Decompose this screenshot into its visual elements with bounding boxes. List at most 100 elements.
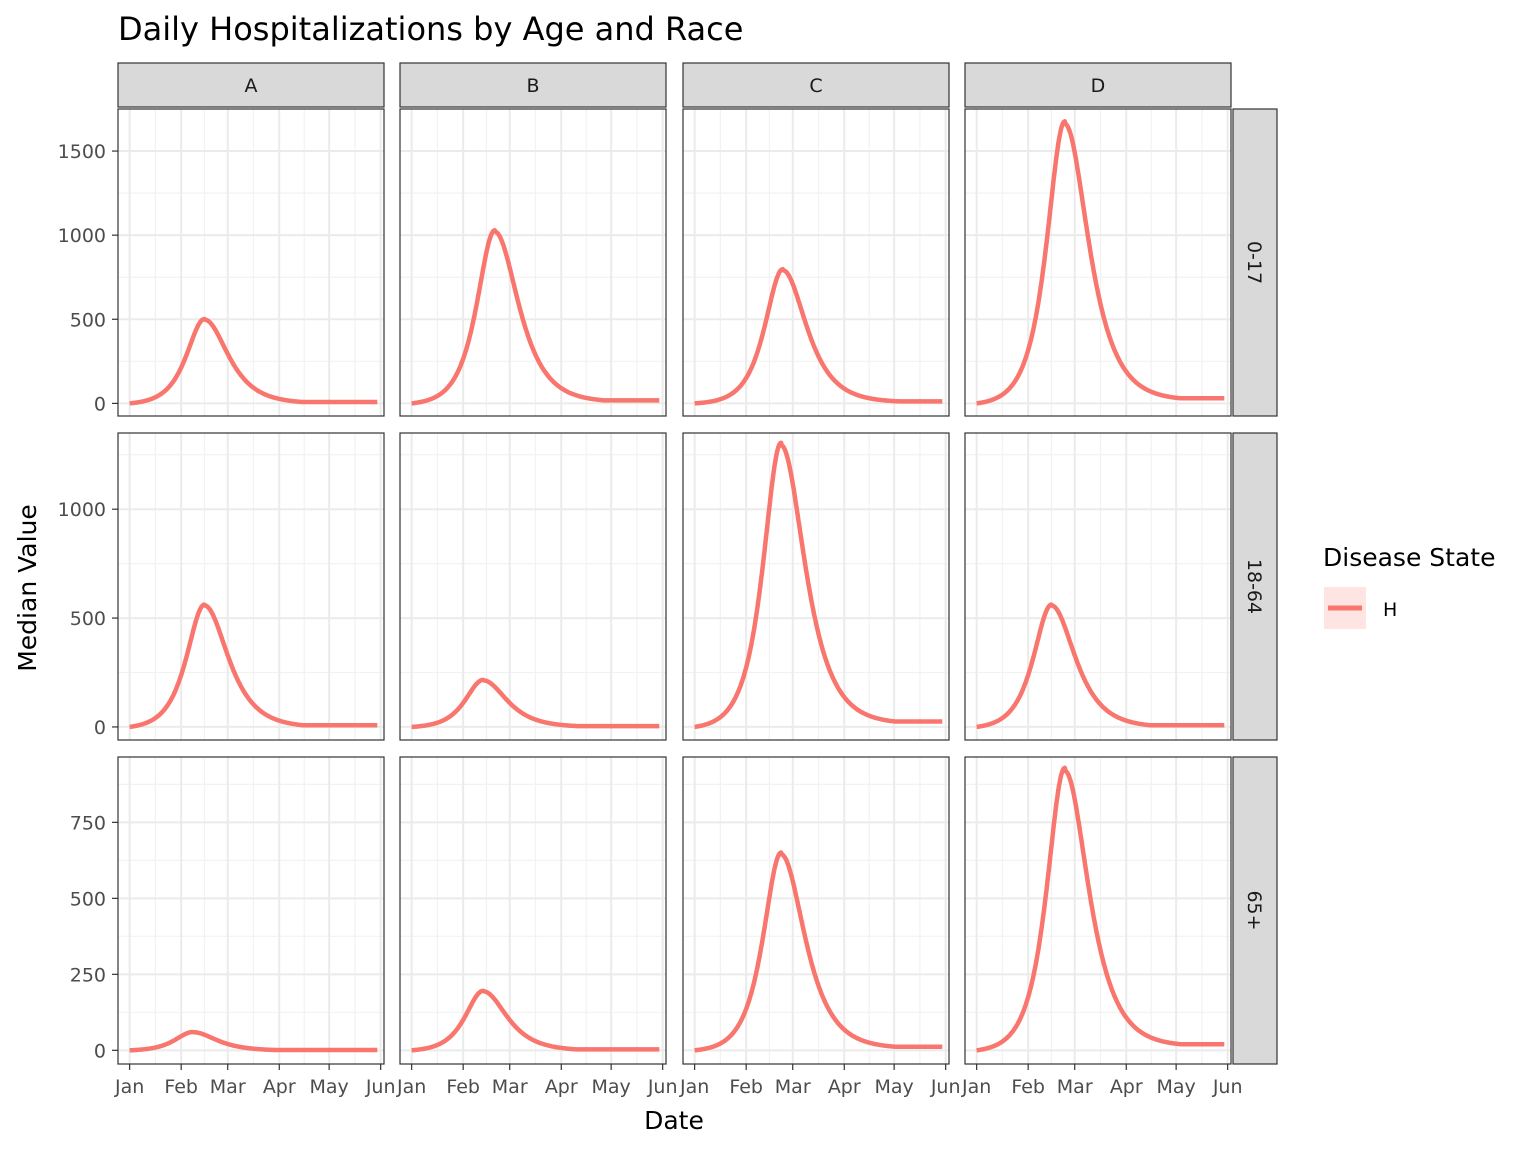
panel-0-17-b bbox=[399, 108, 667, 417]
x-tick-label: May bbox=[1156, 1076, 1195, 1098]
strip-label-column-b: B bbox=[526, 75, 539, 97]
strip-column-d bbox=[964, 62, 1232, 108]
panel-background bbox=[118, 109, 384, 416]
series-line-h bbox=[975, 765, 1226, 1053]
series-line-h bbox=[128, 316, 379, 406]
panel-background bbox=[683, 757, 949, 1064]
y-tick-label: 1500 bbox=[58, 141, 106, 163]
x-tick-label: Jan bbox=[961, 1076, 991, 1098]
series-line-h bbox=[693, 440, 944, 730]
panel-65+-c bbox=[682, 756, 950, 1065]
panel-65+-d bbox=[964, 756, 1232, 1065]
series-line-h bbox=[975, 602, 1226, 730]
y-tick-label: 500 bbox=[70, 888, 106, 910]
y-axis-title: Median Value bbox=[13, 504, 42, 672]
panel-65+-b bbox=[399, 756, 667, 1065]
panel-65+-a bbox=[117, 756, 385, 1065]
series-line-h bbox=[693, 850, 944, 1053]
x-tick-label: Apr bbox=[263, 1076, 296, 1098]
x-tick-label: Feb bbox=[164, 1076, 198, 1098]
panel-border bbox=[117, 108, 385, 417]
y-tick-label: 1000 bbox=[58, 499, 106, 521]
strip-row-65+ bbox=[1232, 756, 1278, 1065]
x-tick-label: Mar bbox=[775, 1076, 811, 1098]
x-axis-title: Date bbox=[644, 1106, 704, 1135]
panel-background bbox=[965, 433, 1231, 740]
y-tick-label: 500 bbox=[70, 608, 106, 630]
series-line-h bbox=[410, 988, 661, 1053]
y-tick-label: 750 bbox=[70, 812, 106, 834]
panel-border bbox=[682, 432, 950, 741]
panel-0-17-d bbox=[964, 108, 1232, 417]
series-line-h bbox=[128, 1029, 379, 1053]
x-tick-label: Feb bbox=[729, 1076, 763, 1098]
panel-18-64-a bbox=[117, 432, 385, 741]
panel-background bbox=[683, 433, 949, 740]
y-tick-label: 250 bbox=[70, 964, 106, 986]
x-tick-label: Mar bbox=[210, 1076, 246, 1098]
legend-title: Disease State bbox=[1323, 543, 1495, 572]
y-tick-label: 0 bbox=[94, 1040, 106, 1062]
strip-column-a bbox=[117, 62, 385, 108]
panel-background bbox=[965, 757, 1231, 1064]
x-tick-label: Jun bbox=[1212, 1076, 1243, 1098]
panel-border bbox=[682, 756, 950, 1065]
strip-column-b bbox=[399, 62, 667, 108]
series-line-h bbox=[128, 602, 379, 730]
panel-0-17-c bbox=[682, 108, 950, 417]
x-tick-label: May bbox=[309, 1076, 348, 1098]
y-tick-label: 0 bbox=[94, 717, 106, 739]
x-tick-label: Apr bbox=[545, 1076, 578, 1098]
panel-border bbox=[964, 108, 1232, 417]
x-tick-label: May bbox=[591, 1076, 630, 1098]
strip-label-row-18-64: 18-64 bbox=[1243, 559, 1265, 614]
series-line-h bbox=[410, 677, 661, 730]
x-tick-label: Jun bbox=[365, 1076, 396, 1098]
panel-18-64-d bbox=[964, 432, 1232, 741]
y-tick-label: 0 bbox=[94, 393, 106, 415]
series-line-h bbox=[693, 266, 944, 406]
series-line-h bbox=[410, 228, 661, 406]
x-tick-label: Apr bbox=[828, 1076, 861, 1098]
strip-label-column-d: D bbox=[1091, 75, 1106, 97]
panel-border bbox=[682, 108, 950, 417]
x-tick-label: Mar bbox=[1057, 1076, 1093, 1098]
legend: Disease State H bbox=[1323, 543, 1495, 629]
legend-label-h: H bbox=[1383, 599, 1397, 621]
x-tick-label: May bbox=[874, 1076, 913, 1098]
panel-border bbox=[117, 756, 385, 1065]
facet-panels: A B C D 0-17 18-64 65+ 0 500 1000 1500 0 500 1000 0 250… bbox=[58, 62, 1278, 1098]
panel-18-64-b bbox=[399, 432, 667, 741]
panel-background bbox=[683, 109, 949, 416]
strip-column-c bbox=[682, 62, 950, 108]
panel-border bbox=[117, 432, 385, 741]
panel-background bbox=[400, 433, 666, 740]
strip-label-row-0-17: 0-17 bbox=[1243, 241, 1265, 284]
strip-row-0-17 bbox=[1232, 108, 1278, 417]
panel-border bbox=[964, 756, 1232, 1065]
panel-background bbox=[965, 109, 1231, 416]
x-tick-label: Jan bbox=[396, 1076, 426, 1098]
panel-background bbox=[118, 757, 384, 1064]
chart-title: Daily Hospitalizations by Age and Race bbox=[118, 10, 743, 48]
panel-border bbox=[399, 432, 667, 741]
x-tick-label: Apr bbox=[1110, 1076, 1143, 1098]
panel-18-64-c bbox=[682, 432, 950, 741]
x-tick-label: Jan bbox=[114, 1076, 144, 1098]
strip-row-18-64 bbox=[1232, 432, 1278, 741]
panel-0-17-a bbox=[117, 108, 385, 417]
x-tick-label: Jan bbox=[679, 1076, 709, 1098]
strip-label-column-c: C bbox=[809, 75, 822, 97]
y-tick-label: 500 bbox=[70, 309, 106, 331]
series-line-h bbox=[975, 119, 1226, 406]
x-tick-label: Jun bbox=[930, 1076, 961, 1098]
x-tick-label: Jun bbox=[647, 1076, 678, 1098]
x-tick-label: Mar bbox=[492, 1076, 528, 1098]
panel-background bbox=[400, 757, 666, 1064]
panel-background bbox=[118, 433, 384, 740]
x-tick-label: Feb bbox=[1011, 1076, 1045, 1098]
y-tick-label: 1000 bbox=[58, 225, 106, 247]
panel-border bbox=[964, 432, 1232, 741]
panel-background bbox=[400, 109, 666, 416]
